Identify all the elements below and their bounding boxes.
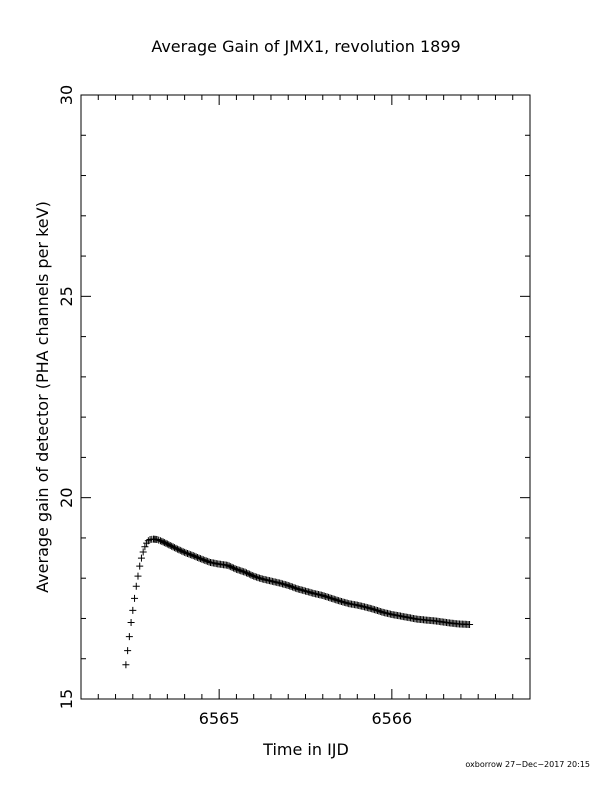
data-point: [185, 550, 193, 558]
data-point: [188, 551, 196, 559]
data-point: [247, 571, 255, 579]
data-point: [124, 647, 132, 655]
data-point: [137, 554, 145, 562]
axis-tick-labels: 6565 6566 15 20 25 30: [57, 85, 412, 728]
data-point: [155, 536, 163, 544]
chart-title: Average Gain of JMX1, revolution 1899: [151, 37, 460, 56]
data-point: [125, 633, 133, 641]
data-point: [198, 555, 206, 563]
data-point: [227, 563, 235, 571]
data-point: [165, 541, 173, 549]
data-point: [289, 583, 297, 591]
data-point: [244, 570, 252, 578]
axis-ticks: [80, 94, 531, 700]
data-point: [287, 583, 295, 591]
y-tick-label: 25: [57, 286, 76, 306]
data-point: [230, 564, 238, 572]
data-point: [196, 555, 204, 563]
y-tick-label: 15: [57, 689, 76, 709]
data-point: [132, 582, 140, 590]
data-point: [248, 572, 256, 580]
data-point: [182, 549, 190, 557]
data-point: [192, 553, 200, 561]
data-point: [183, 550, 191, 558]
data-point: [168, 542, 176, 550]
data-point: [169, 543, 177, 551]
plot-frame: [80, 94, 531, 700]
data-point: [129, 606, 137, 614]
data-point: [134, 572, 142, 580]
data-point: [466, 621, 474, 629]
data-point: [153, 536, 161, 544]
data-point: [189, 552, 197, 560]
data-point: [186, 551, 194, 559]
data-point: [195, 554, 203, 562]
data-point: [242, 569, 250, 577]
data-point: [191, 552, 199, 560]
data-point: [173, 545, 181, 553]
data-point: [171, 544, 179, 552]
x-axis-label: Time in IJD: [262, 740, 349, 759]
data-point: [163, 540, 171, 548]
data-point: [172, 544, 180, 552]
data-point: [290, 584, 298, 592]
y-tick-label: 20: [57, 487, 76, 507]
x-tick-label: 6566: [371, 709, 412, 728]
data-point: [245, 570, 253, 578]
data-point: [201, 556, 209, 564]
data-point: [144, 537, 152, 545]
data-point: [204, 557, 212, 565]
data-point: [176, 546, 184, 554]
data-point: [131, 594, 139, 602]
data-point: [286, 582, 294, 590]
data-point: [205, 558, 213, 566]
data-point: [136, 562, 144, 570]
data-point: [224, 561, 232, 569]
footer-stamp: oxborrow 27−Dec−2017 20:15: [465, 760, 590, 769]
data-point: [194, 553, 202, 561]
data-point: [141, 543, 149, 551]
data-point: [202, 557, 210, 565]
data-point: [181, 548, 189, 556]
data-points: [122, 535, 474, 669]
data-point: [291, 584, 299, 592]
data-point: [199, 556, 207, 564]
data-point: [122, 661, 130, 669]
data-point: [225, 562, 233, 570]
data-point: [284, 581, 292, 589]
data-point: [228, 563, 236, 571]
data-point: [179, 548, 187, 556]
data-point: [231, 565, 239, 573]
data-point: [241, 568, 249, 576]
data-point: [127, 618, 135, 626]
data-point: [139, 548, 147, 556]
y-axis-label: Average gain of detector (PHA channels p…: [33, 201, 52, 593]
y-tick-label: 30: [57, 85, 76, 105]
x-tick-label: 6565: [199, 709, 240, 728]
data-point: [166, 541, 174, 549]
data-point: [175, 546, 183, 554]
data-point: [178, 547, 186, 555]
